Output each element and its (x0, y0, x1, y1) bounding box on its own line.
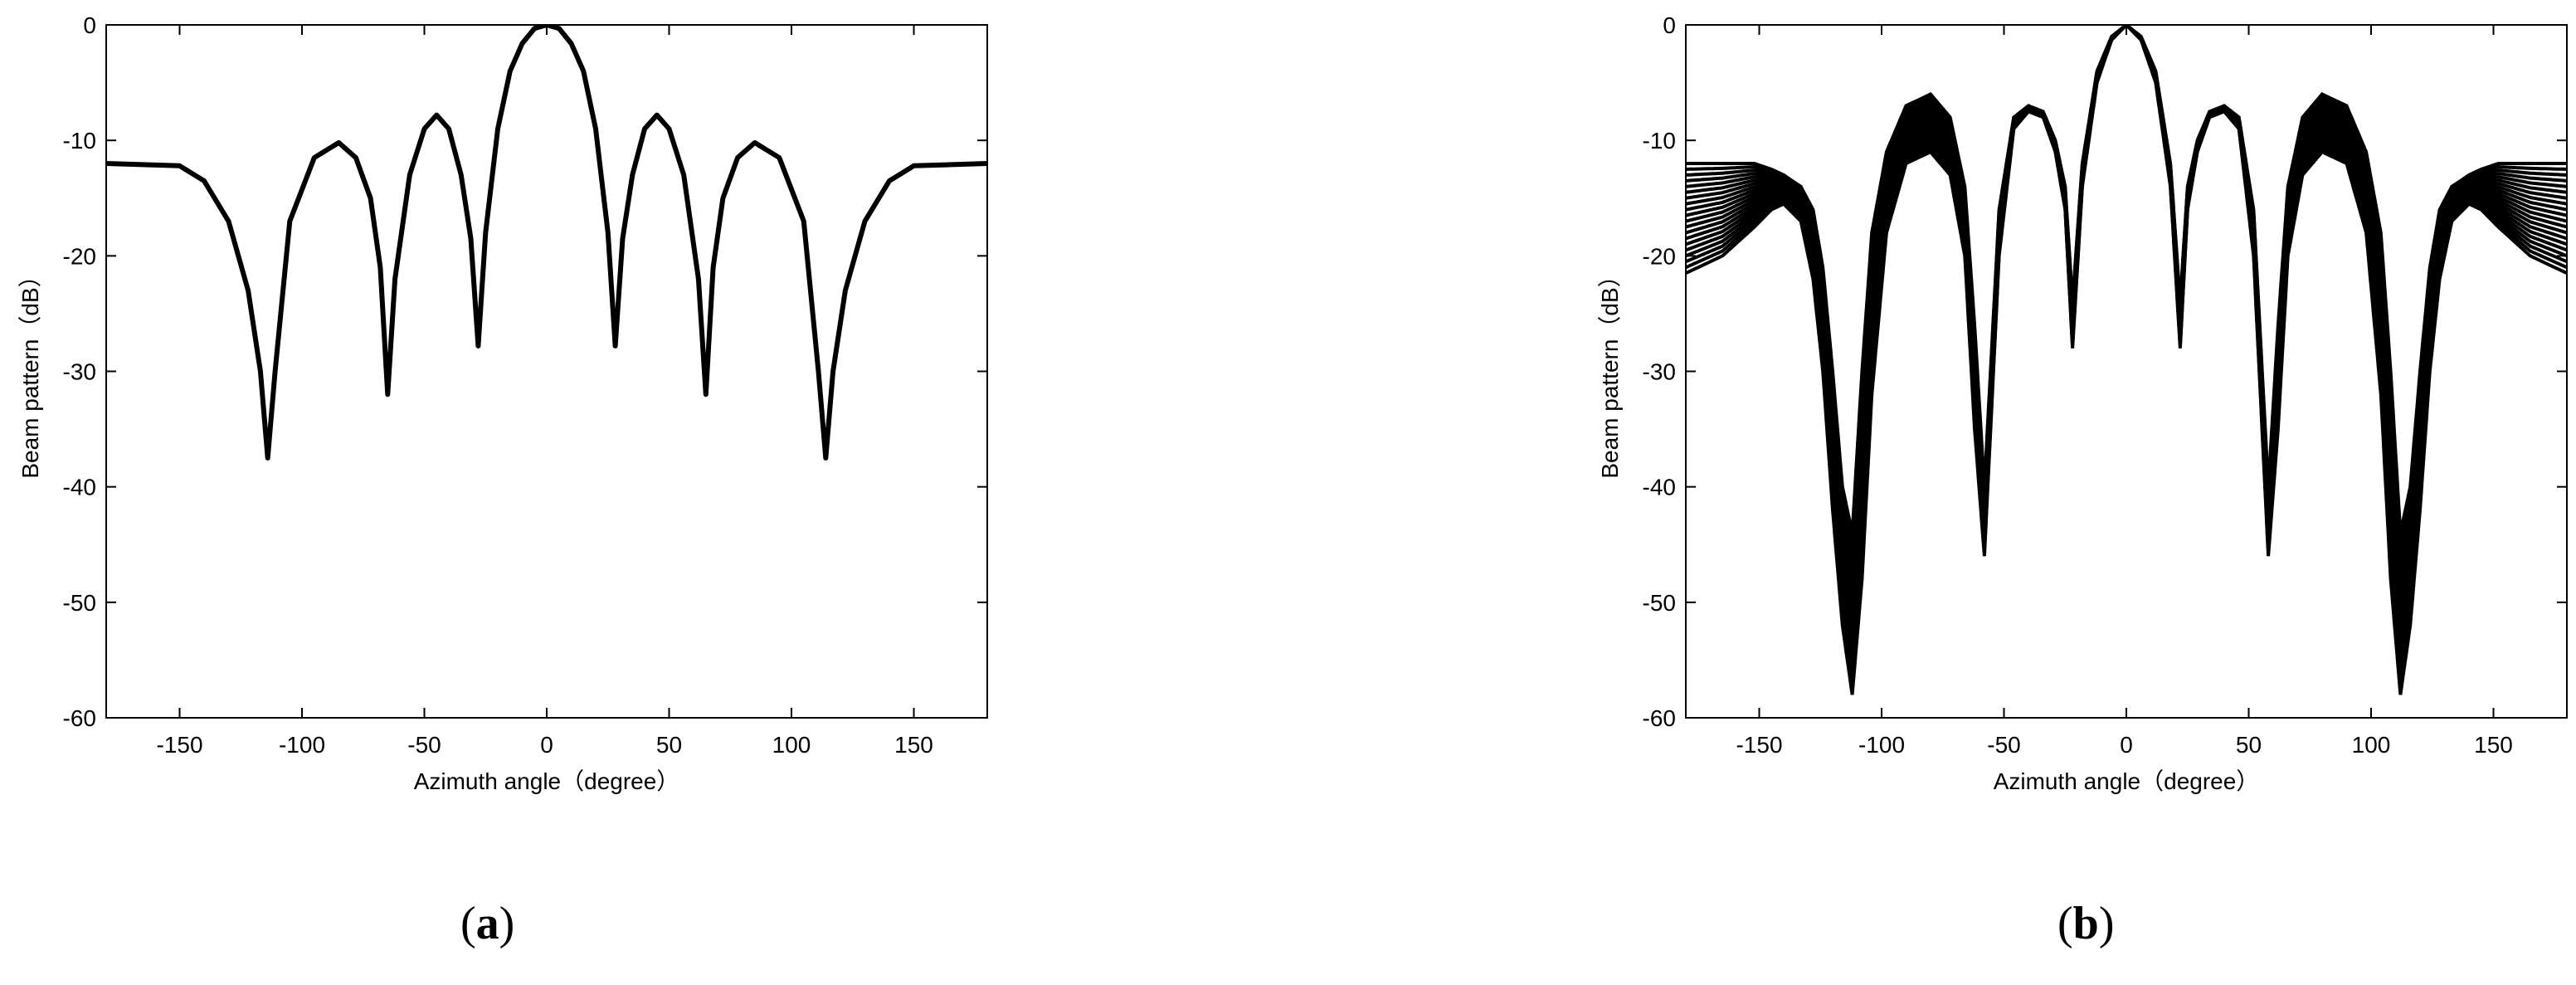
series-line-20 (1686, 25, 2567, 534)
series-group (106, 25, 987, 461)
y-tick-label: 0 (1663, 12, 1676, 38)
x-axis-label: Azimuth angle（degree） (414, 768, 680, 794)
x-tick-label: -50 (1987, 732, 2020, 758)
x-tick-label: 150 (894, 732, 933, 758)
series-line-4 (1686, 25, 2567, 670)
series-line-5 (1686, 25, 2567, 661)
plot-frame (1685, 24, 2568, 719)
panel-b-caption-close: ) (2098, 898, 2115, 949)
y-tick-label: -30 (63, 359, 96, 385)
x-tick-label: 100 (772, 732, 811, 758)
panel-a-caption-close: ) (499, 898, 515, 949)
x-tick-label: 0 (2120, 732, 2133, 758)
series-line-2 (1686, 25, 2567, 687)
chart-panel-1: -150 -100 -50 0 50 100 150 0 -10 -20 -30 -40 -50 -60 A… (17, 12, 988, 794)
y-tick-label: -20 (63, 243, 96, 269)
series-line-1 (106, 25, 987, 461)
x-tick-label: 100 (2352, 732, 2391, 758)
y-tick-label: -10 (1643, 128, 1676, 154)
y-tick-label: -10 (63, 128, 96, 154)
y-tick-label: -20 (1643, 243, 1676, 269)
x-axis-label: Azimuth angle（degree） (1994, 768, 2260, 794)
x-tick-label: -50 (407, 732, 441, 758)
x-tick-label: 50 (656, 732, 682, 758)
chart-panel-2: -150 -100 -50 0 50 100 150 0 -10 -20 -30 -40 -50 -60 A… (1597, 12, 2568, 794)
y-tick-label: 0 (83, 12, 96, 38)
y-tick-label: -60 (63, 705, 96, 731)
y-tick-label: -60 (1643, 705, 1676, 731)
y-axis-label: Beam pattern（dB） (1597, 264, 1623, 478)
x-tick-label: -100 (279, 732, 325, 758)
plot-frame (105, 24, 988, 719)
x-tick-label: 50 (2236, 732, 2262, 758)
panel-a-caption: (a) (460, 895, 514, 953)
y-axis-label: Beam pattern（dB） (17, 264, 43, 478)
y-tick-label: -30 (1643, 359, 1676, 385)
panel-b-caption-open: ( (2057, 898, 2073, 949)
x-tick-label: 0 (540, 732, 553, 758)
panel-b-caption-letter: b (2072, 898, 2099, 949)
panel-a-caption-letter: a (475, 898, 499, 949)
x-tick-label: -150 (156, 732, 202, 758)
x-tick-label: 150 (2474, 732, 2513, 758)
panel-b-caption: (b) (2057, 895, 2114, 953)
panel-a-caption-open: ( (460, 898, 476, 949)
x-tick-label: -150 (1736, 732, 1782, 758)
series-line-3 (1686, 25, 2567, 678)
y-tick-label: -40 (1643, 475, 1676, 500)
y-tick-label: -50 (63, 590, 96, 616)
series-group (1686, 25, 2567, 695)
y-tick-label: -50 (1643, 590, 1676, 616)
y-tick-label: -40 (63, 475, 96, 500)
series-line-1 (1686, 25, 2567, 695)
x-tick-label: -100 (1858, 732, 1905, 758)
